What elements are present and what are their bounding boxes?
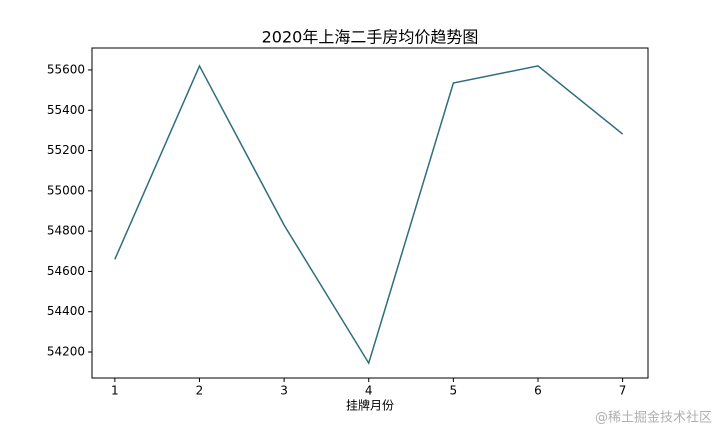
x-tick-label: 7 bbox=[619, 384, 627, 398]
x-tick-label: 1 bbox=[111, 384, 119, 398]
watermark: @稀土掘金技术社区 bbox=[595, 410, 712, 426]
plot-frame bbox=[91, 47, 649, 379]
y-tick-label: 54400 bbox=[47, 304, 85, 318]
x-tick-label: 5 bbox=[450, 384, 458, 398]
y-tick-label: 54800 bbox=[47, 224, 85, 238]
y-tick-label: 55600 bbox=[47, 62, 85, 76]
chart-title: 2020年上海二手房均价趋势图 bbox=[262, 28, 479, 47]
y-tick-label: 55000 bbox=[47, 183, 85, 197]
y-tick-label: 54200 bbox=[47, 345, 85, 359]
x-tick-label: 6 bbox=[534, 384, 542, 398]
y-tick-label: 54600 bbox=[47, 264, 85, 278]
x-axis-label: 挂牌月份 bbox=[346, 399, 394, 413]
y-tick-label: 55400 bbox=[47, 103, 85, 117]
y-tick-label: 55200 bbox=[47, 143, 85, 157]
x-tick-label: 4 bbox=[365, 384, 373, 398]
x-tick-label: 3 bbox=[280, 384, 288, 398]
x-tick-label: 2 bbox=[196, 384, 204, 398]
line-series bbox=[114, 64, 624, 365]
